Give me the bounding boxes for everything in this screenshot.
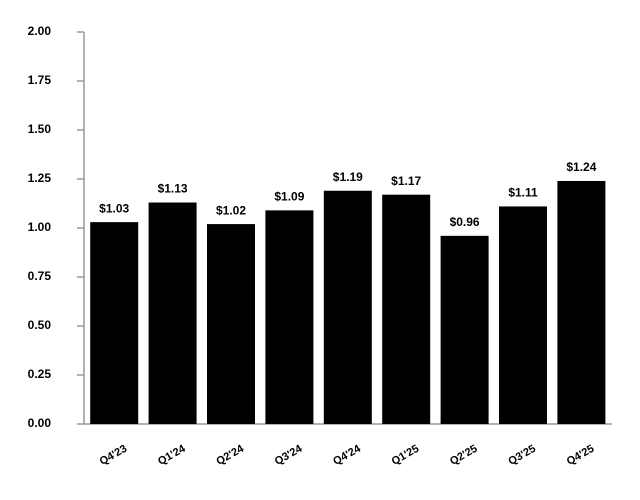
bar: [323, 190, 372, 424]
value-label: $1.17: [391, 174, 421, 188]
y-tick-label: 0.00: [28, 416, 52, 430]
bar: [557, 180, 606, 424]
y-tick-label: 0.50: [28, 318, 52, 332]
x-tick-label: Q1'25: [390, 443, 422, 468]
value-label: $1.13: [158, 182, 188, 196]
bar: [382, 194, 431, 424]
bar: [148, 202, 197, 424]
y-tick-label: 1.25: [28, 171, 52, 185]
x-tick-label: Q3'24: [273, 442, 305, 468]
x-tick-label: Q4'25: [565, 443, 597, 468]
bar: [440, 235, 489, 424]
y-tick-label: 1.00: [28, 220, 52, 234]
y-tick-label: 0.75: [28, 269, 52, 283]
y-tick-label: 1.75: [28, 73, 52, 87]
x-tick-label: Q2'25: [448, 443, 480, 468]
x-tick-label: Q4'24: [331, 442, 363, 468]
bar: [90, 222, 139, 424]
value-label: $1.09: [274, 190, 304, 204]
x-tick-label: Q1'24: [156, 442, 188, 468]
bar: [499, 206, 547, 424]
bar: [207, 224, 255, 424]
x-tick-label: Q3'25: [506, 443, 538, 468]
value-label: $1.11: [508, 186, 538, 200]
y-tick-label: 1.50: [28, 122, 52, 136]
value-label: $1.19: [333, 170, 363, 184]
bar: [265, 210, 314, 424]
x-tick-label: Q4'23: [98, 443, 130, 468]
y-tick-label: 2.00: [28, 24, 52, 38]
value-label: $0.96: [450, 215, 480, 229]
value-label: $1.24: [566, 160, 596, 174]
value-label: $1.02: [216, 203, 246, 217]
value-label: $1.03: [99, 201, 129, 215]
y-tick-label: 0.25: [28, 367, 52, 381]
x-tick-label: Q2'24: [214, 442, 246, 468]
